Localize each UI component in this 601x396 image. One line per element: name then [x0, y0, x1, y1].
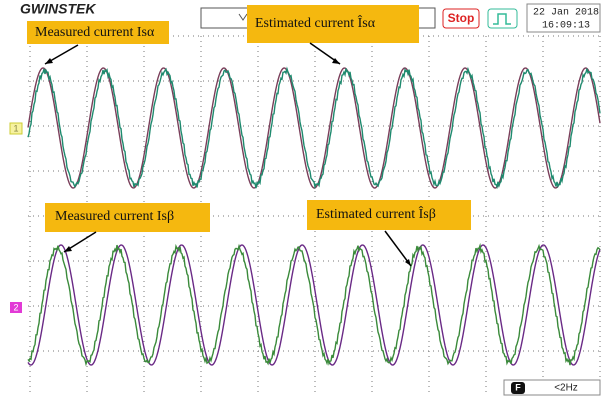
date: 22 Jan 2018: [533, 8, 599, 19]
status: Stop: [448, 11, 475, 25]
time: 16:09:13: [542, 21, 590, 32]
annotation-text: Estimated current Îsβ: [316, 205, 436, 222]
oscilloscope-screen: GWINSTEK Stop 22 Jan 2018 16:09:13 1 2 M…: [0, 0, 601, 396]
annotation-text: Measured current Isα: [35, 25, 155, 40]
annotation-text: Measured current Isβ: [55, 209, 174, 224]
frequency: <2Hz: [554, 383, 578, 394]
filter: F: [515, 382, 521, 392]
background: [0, 0, 601, 396]
annotation-text: Estimated current Îsα: [255, 14, 376, 31]
page: GWINSTEK Stop 22 Jan 2018 16:09:13 1 2 M…: [0, 0, 601, 396]
channel-label: 1: [13, 123, 18, 133]
trigger-mode-box: [488, 9, 517, 28]
logo: GWINSTEK: [20, 1, 96, 17]
channel-label: 2: [13, 302, 18, 312]
